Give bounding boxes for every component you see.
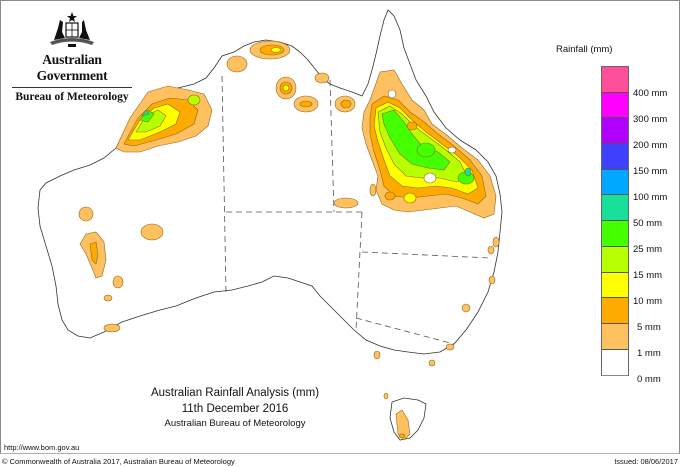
legend-swatch <box>602 323 628 350</box>
map-source: Australian Bureau of Meteorology <box>164 418 306 429</box>
legend-label: 200 mm <box>633 140 668 151</box>
legend-swatch <box>602 272 628 299</box>
legend-swatch <box>602 298 628 324</box>
legend-swatch <box>602 169 628 196</box>
legend-label: 50 mm <box>633 218 663 229</box>
legend-swatch <box>602 118 628 145</box>
rain-top-end <box>226 40 377 209</box>
legend-swatch <box>602 195 628 222</box>
legend-swatch <box>602 144 628 170</box>
bom-logo: Australian Government Bureau of Meteorol… <box>8 10 136 103</box>
bom-url-link[interactable]: http://www.bom.gov.au <box>4 443 80 452</box>
legend-swatch <box>602 246 628 273</box>
legend-swatch <box>602 349 628 376</box>
legend-label: 5 mm <box>637 322 661 333</box>
map-date: 11th December 2016 <box>181 403 289 415</box>
state-borders <box>221 75 491 345</box>
legend-label: 300 mm <box>633 114 668 125</box>
legend-label: 1 mm <box>637 348 661 359</box>
issued-date: Issued: 08/06/2017 <box>614 457 678 466</box>
rain-southeast <box>373 245 496 441</box>
legend-label: 0 mm <box>637 374 661 385</box>
coat-of-arms-icon <box>50 12 94 47</box>
rain-wa-interior <box>78 206 164 333</box>
map-caption: Australian Rainfall Analysis (mm) 11th D… <box>130 387 340 429</box>
legend-color-bar <box>601 66 629 377</box>
legend-label: 400 mm <box>633 88 668 99</box>
government-name: Australian Government <box>36 52 108 83</box>
map-title: Australian Rainfall Analysis (mm) <box>150 387 320 399</box>
rain-kimberley <box>115 85 213 153</box>
copyright-text: © Commonwealth of Australia 2017, Austra… <box>2 457 235 466</box>
legend-label: 15 mm <box>633 270 663 281</box>
legend-label: 10 mm <box>633 296 663 307</box>
logo-divider <box>12 87 132 88</box>
legend-swatch <box>602 221 628 247</box>
legend-swatch <box>602 67 628 93</box>
australia-rainfall-map <box>37 9 503 441</box>
legend-label: 100 mm <box>633 192 668 203</box>
legend-label: 25 mm <box>633 244 663 255</box>
legend-title: Rainfall (mm) <box>556 44 613 55</box>
legend-label: 150 mm <box>633 166 668 177</box>
agency-name: Bureau of Meteorology <box>15 91 129 103</box>
legend-swatch <box>602 92 628 119</box>
rain-queensland <box>361 69 500 248</box>
